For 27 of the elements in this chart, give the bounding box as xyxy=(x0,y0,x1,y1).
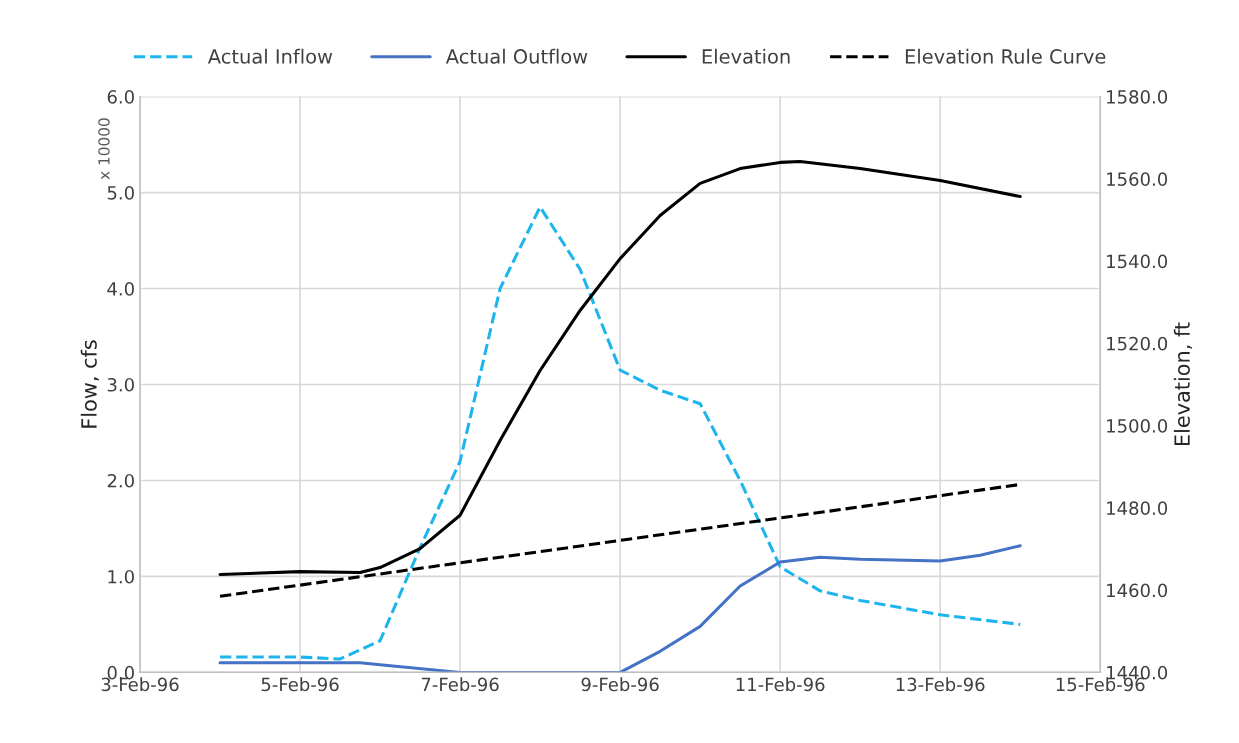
line-series xyxy=(218,544,1022,673)
y2-tick-label: 1580.0 xyxy=(1107,90,1168,104)
y2-axis-title: Elevation, ft xyxy=(1173,322,1193,446)
legend-label: Actual Inflow xyxy=(207,48,333,64)
legend-label: Elevation xyxy=(702,48,790,64)
text: x 10000 xyxy=(98,118,110,180)
x-tick-label: 13-Feb-96 xyxy=(896,677,985,692)
y-tick-label: 6.0 xyxy=(107,90,134,104)
y2-tick-label: 1480.0 xyxy=(1107,501,1168,516)
y-tick-label: 3.0 xyxy=(107,377,134,392)
x-tick-label: 7-Feb-96 xyxy=(421,677,499,692)
x-tick-label: 9-Feb-96 xyxy=(581,677,659,692)
x-tick-label: 5-Feb-96 xyxy=(261,677,339,692)
y-tick-label: 5.0 xyxy=(107,186,134,200)
x-tick-label: 11-Feb-96 xyxy=(736,677,825,692)
legend-label: Actual Outflow xyxy=(445,48,588,64)
y-tick-label: 2.0 xyxy=(107,473,134,488)
y2-tick-label: 1460.0 xyxy=(1107,583,1168,598)
y2-tick-label: 1560.0 xyxy=(1107,172,1168,186)
y-tick-label: 4.0 xyxy=(107,281,134,296)
y-axis-title: Flow, cfs xyxy=(80,340,99,428)
y2-tick-label: 1500.0 xyxy=(1107,419,1168,433)
legend-label: Elevation Rule Curve xyxy=(905,48,1106,64)
y2-tick-label: 1520.0 xyxy=(1107,336,1168,351)
y-tick-label: 1.0 xyxy=(108,569,134,584)
line-series xyxy=(218,205,1022,661)
y2-tick-label: 1540.0 xyxy=(1107,254,1168,269)
